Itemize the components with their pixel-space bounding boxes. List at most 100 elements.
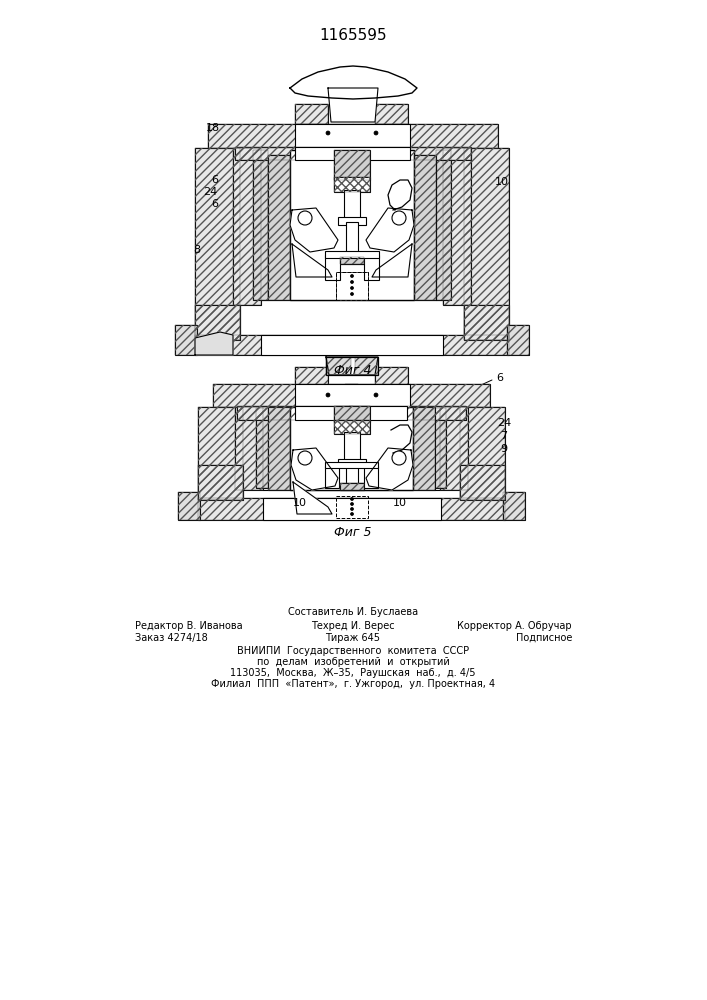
Bar <box>334 177 370 192</box>
Text: Фиг 4: Фиг 4 <box>334 363 372 376</box>
Bar <box>235 407 263 490</box>
Bar <box>349 406 466 420</box>
Bar <box>336 496 368 518</box>
Text: 10: 10 <box>293 498 307 508</box>
Bar <box>295 124 410 148</box>
Bar <box>237 406 353 420</box>
Text: 6: 6 <box>211 175 218 185</box>
Text: 6: 6 <box>211 199 218 209</box>
Bar <box>460 407 505 500</box>
Bar <box>340 483 364 490</box>
Bar <box>235 147 353 160</box>
Bar <box>345 384 490 407</box>
Bar <box>340 257 364 264</box>
Bar <box>290 150 414 300</box>
Bar <box>336 272 368 300</box>
Bar <box>235 147 353 160</box>
Polygon shape <box>291 448 338 490</box>
Bar <box>440 407 468 490</box>
Polygon shape <box>290 66 417 99</box>
Bar <box>295 104 328 124</box>
Bar <box>208 124 353 148</box>
Bar <box>326 357 351 375</box>
Bar <box>460 465 505 500</box>
Bar <box>253 150 268 300</box>
Text: 9: 9 <box>501 444 508 454</box>
Bar <box>256 408 270 488</box>
Text: 24: 24 <box>203 187 217 197</box>
Text: по  делам  изобретений  и  открытий: по делам изобретений и открытий <box>257 657 450 667</box>
Bar <box>355 357 378 375</box>
Bar <box>338 459 366 467</box>
Circle shape <box>351 274 354 277</box>
Bar <box>336 272 368 300</box>
Bar <box>346 464 358 486</box>
Bar <box>198 465 243 500</box>
Bar <box>436 150 451 300</box>
Bar <box>253 150 268 300</box>
Bar <box>375 367 408 385</box>
Circle shape <box>392 211 406 225</box>
Circle shape <box>351 286 354 290</box>
Bar <box>340 257 364 264</box>
Text: 6: 6 <box>496 373 503 383</box>
Bar <box>325 466 339 488</box>
Bar <box>195 305 240 340</box>
Polygon shape <box>195 332 233 355</box>
Bar <box>464 148 509 340</box>
Circle shape <box>326 131 330 135</box>
Circle shape <box>351 280 354 284</box>
Bar <box>235 407 263 490</box>
Text: Редактор В. Иванова: Редактор В. Иванова <box>135 621 243 631</box>
Bar <box>268 407 290 490</box>
Text: Филиал  ППП  «Патент»,  г. Ужгород,  ул. Проектная, 4: Филиал ППП «Патент», г. Ужгород, ул. Про… <box>211 679 495 689</box>
Bar <box>290 407 413 490</box>
Bar <box>507 325 529 355</box>
Text: Подписное: Подписное <box>515 633 572 643</box>
Bar <box>345 384 490 407</box>
Bar <box>340 257 364 264</box>
Circle shape <box>326 393 330 397</box>
Bar <box>263 498 441 520</box>
Polygon shape <box>372 244 412 277</box>
Bar <box>233 148 261 305</box>
Text: Фиг 5: Фиг 5 <box>334 526 372 538</box>
Bar <box>364 255 379 280</box>
Text: 18: 18 <box>206 123 220 133</box>
Bar <box>195 335 509 355</box>
Bar <box>344 432 360 462</box>
Circle shape <box>298 451 312 465</box>
Bar <box>334 150 370 180</box>
Bar <box>460 465 505 500</box>
Bar <box>195 148 240 340</box>
Text: 7: 7 <box>501 431 508 441</box>
Bar <box>198 407 243 500</box>
Bar <box>213 384 358 407</box>
Bar <box>464 148 509 340</box>
Text: 10: 10 <box>393 498 407 508</box>
Bar <box>233 148 261 305</box>
Bar <box>295 367 328 385</box>
Bar <box>256 408 270 488</box>
Bar <box>268 155 290 300</box>
Bar <box>355 357 378 375</box>
Text: Корректор А. Обручар: Корректор А. Обручар <box>457 621 572 631</box>
Bar <box>195 148 240 340</box>
Text: 24: 24 <box>497 418 511 428</box>
Circle shape <box>351 292 354 296</box>
Bar <box>178 492 200 520</box>
Bar <box>326 357 378 375</box>
Bar <box>208 124 353 148</box>
Text: 8: 8 <box>194 245 201 255</box>
Bar <box>334 406 370 422</box>
Polygon shape <box>366 448 413 490</box>
Bar <box>464 305 509 340</box>
Bar <box>414 155 436 300</box>
Bar <box>334 150 370 180</box>
Text: ВНИИПИ  Государственного  комитета  СССР: ВНИИПИ Государственного комитета СССР <box>237 646 469 656</box>
Bar <box>503 492 525 520</box>
Bar <box>295 367 328 385</box>
Bar <box>237 406 353 420</box>
Bar <box>353 124 498 148</box>
Polygon shape <box>292 244 332 277</box>
